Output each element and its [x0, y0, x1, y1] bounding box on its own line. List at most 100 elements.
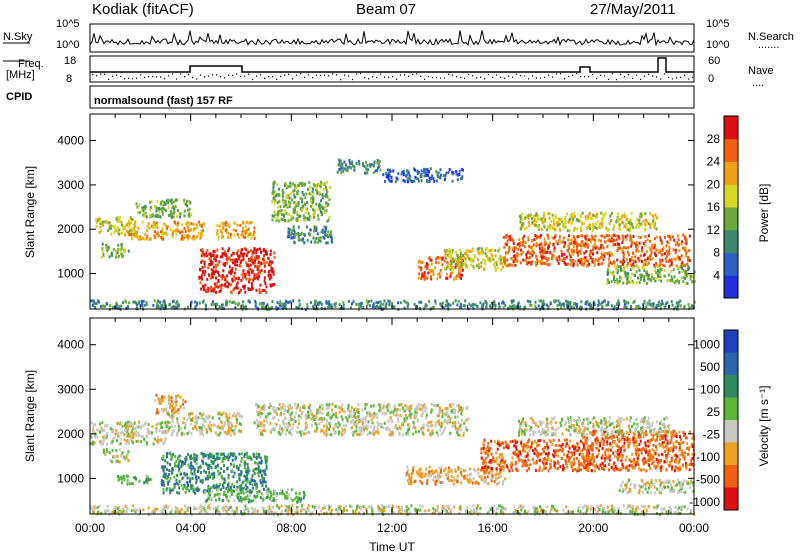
- echo-cell: [188, 465, 191, 469]
- echo-cell: [526, 215, 529, 219]
- echo-cell: [395, 505, 398, 509]
- nave-dot: [420, 75, 422, 77]
- echo-cell: [505, 264, 508, 267]
- echo-cell: [207, 286, 210, 290]
- echo-cell: [564, 257, 567, 261]
- nave-dot: [232, 74, 234, 76]
- echo-cell: [244, 275, 247, 279]
- echo-cell: [640, 504, 643, 508]
- echo-cell: [171, 235, 174, 239]
- echo-cell: [314, 240, 317, 244]
- echo-cell: [555, 216, 557, 220]
- echo-cell: [459, 302, 462, 306]
- echo-cell: [222, 227, 225, 231]
- echo-cell: [638, 225, 641, 229]
- echo-cell: [638, 281, 641, 285]
- echo-cell: [119, 216, 122, 220]
- echo-cell: [504, 242, 507, 246]
- echo-cell: [641, 306, 644, 310]
- echo-cell: [129, 421, 132, 425]
- echo-cell: [162, 203, 165, 207]
- echo-cell: [200, 248, 203, 252]
- echo-cell: [659, 261, 662, 265]
- echo-cell: [156, 436, 159, 440]
- echo-cell: [240, 248, 243, 252]
- echo-cell: [534, 218, 536, 222]
- echo-cell: [254, 509, 257, 513]
- echo-cell: [116, 507, 119, 511]
- echo-cell: [165, 477, 168, 481]
- echo-cell: [461, 273, 464, 277]
- echo-cell: [143, 303, 146, 307]
- echo-cell: [296, 510, 299, 514]
- echo-cell: [505, 250, 508, 254]
- echo-cell: [186, 476, 189, 480]
- echo-cell: [313, 306, 315, 310]
- echo-cell: [484, 262, 486, 266]
- echo-cell: [167, 401, 170, 405]
- echo-cell: [317, 217, 320, 221]
- echo-cell: [548, 510, 551, 514]
- echo-cell: [473, 511, 476, 515]
- echo-cell: [186, 432, 189, 436]
- echo-cell: [638, 259, 641, 263]
- echo-cell: [626, 258, 629, 261]
- nave-dot: [192, 77, 194, 79]
- echo-cell: [284, 209, 287, 213]
- echo-cell: [617, 235, 620, 239]
- echo-cell: [198, 301, 201, 305]
- echo-cell: [117, 225, 120, 229]
- echo-cell: [543, 212, 545, 215]
- echo-cell: [121, 451, 124, 455]
- echo-cell: [178, 480, 181, 483]
- echo-cell: [201, 233, 204, 237]
- echo-cell: [560, 240, 563, 244]
- echo-cell: [312, 213, 315, 217]
- echo-cell: [166, 226, 168, 230]
- echo-cell: [242, 253, 245, 257]
- echo-cell: [271, 306, 274, 310]
- echo-cell: [502, 265, 504, 269]
- echo-cell: [303, 233, 306, 236]
- echo-cell: [567, 244, 570, 248]
- echo-cell: [552, 236, 555, 240]
- echo-cell: [231, 458, 234, 462]
- echo-cell: [417, 177, 420, 181]
- echo-cell: [227, 458, 230, 462]
- echo-cell: [456, 178, 459, 182]
- echo-cell: [137, 431, 140, 435]
- echo-cell: [245, 261, 248, 265]
- echo-cell: [659, 236, 662, 239]
- echo-cell: [113, 225, 116, 229]
- echo-cell: [268, 505, 271, 509]
- echo-cell: [186, 418, 189, 422]
- echo-cell: [253, 454, 256, 458]
- echo-cell: [197, 231, 200, 235]
- echo-cell: [592, 213, 595, 217]
- nave-label: Nave: [748, 65, 774, 77]
- echo-cell: [662, 507, 665, 511]
- echo-cell: [232, 430, 235, 434]
- echo-cell: [226, 415, 228, 419]
- echo-cell: [119, 431, 122, 435]
- echo-cell: [130, 221, 133, 225]
- echo-cell: [116, 459, 119, 463]
- echo-cell: [226, 303, 229, 307]
- echo-cell: [651, 222, 654, 226]
- echo-cell: [292, 226, 295, 230]
- echo-cell: [601, 304, 604, 308]
- echo-cell: [321, 196, 324, 200]
- echo-cell: [253, 261, 256, 264]
- echo-cell: [459, 507, 462, 511]
- echo-cell: [317, 182, 320, 186]
- echo-cell: [464, 508, 467, 512]
- echo-cell: [622, 258, 625, 262]
- echo-cell: [597, 303, 600, 307]
- echo-cell: [428, 176, 431, 180]
- echo-cell: [253, 230, 256, 234]
- echo-cell: [506, 239, 509, 243]
- echo-cell: [491, 248, 494, 252]
- echo-cell: [531, 239, 534, 243]
- echo-cell: [132, 433, 135, 437]
- echo-cell: [212, 461, 215, 465]
